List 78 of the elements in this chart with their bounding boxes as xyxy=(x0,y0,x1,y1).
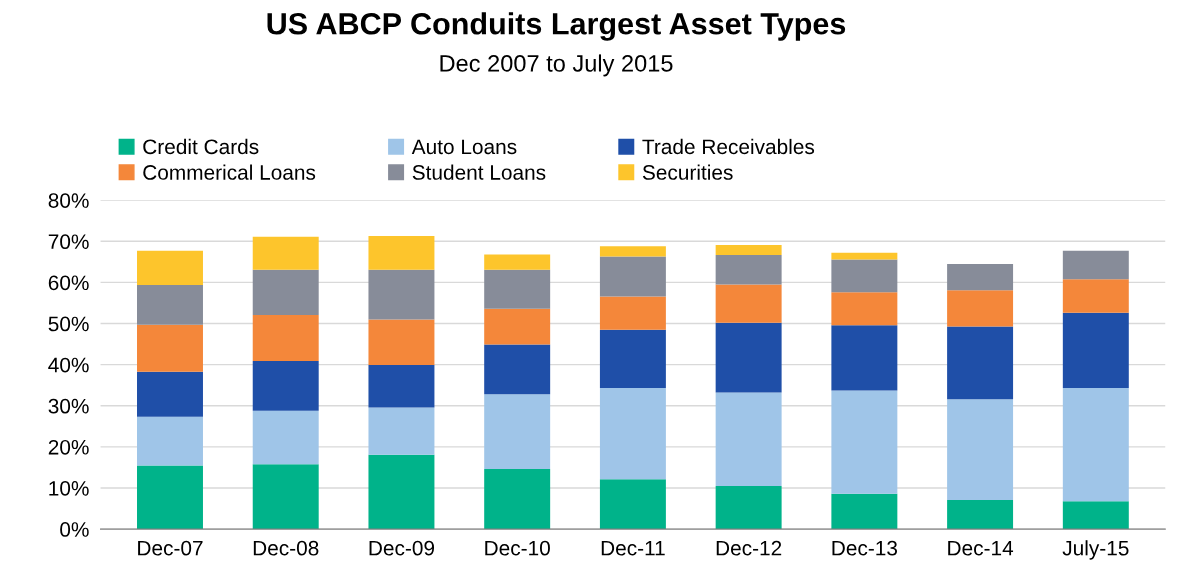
y-tick-label: 30% xyxy=(48,398,89,414)
bar xyxy=(368,365,435,408)
y-tick-label: 10% xyxy=(49,480,89,496)
y-tick-label: 40% xyxy=(48,357,89,373)
bar xyxy=(947,499,1014,530)
y-tick-label: 70% xyxy=(48,234,89,250)
chart-title: US ABCP Conduits Largest Asset Types xyxy=(267,12,846,41)
x-tick-label: Dec-09 xyxy=(369,540,435,556)
bar xyxy=(252,464,319,530)
bar xyxy=(715,392,782,486)
x-tick-label: Dec-08 xyxy=(253,540,319,556)
bar xyxy=(137,371,203,417)
bar xyxy=(368,407,435,455)
bar xyxy=(484,344,551,395)
bar xyxy=(368,235,435,270)
bar xyxy=(484,308,551,345)
bar xyxy=(1062,279,1129,313)
y-tick-label: 50% xyxy=(48,316,89,332)
bar xyxy=(599,329,666,389)
bar xyxy=(831,252,898,260)
bar xyxy=(252,410,319,465)
bar xyxy=(1062,501,1129,530)
bar xyxy=(1062,312,1129,389)
legend-label: Student Loans xyxy=(412,164,546,180)
bar xyxy=(137,284,203,325)
bar xyxy=(715,322,782,393)
bar xyxy=(252,269,319,315)
bar xyxy=(715,245,782,255)
y-tick-label: 60% xyxy=(48,275,89,291)
y-tick-label: 20% xyxy=(48,439,89,455)
bar xyxy=(831,493,898,530)
x-tick-label: Dec-07 xyxy=(138,540,203,556)
bar xyxy=(947,263,1014,291)
bar xyxy=(368,319,435,366)
y-tick-label: 80% xyxy=(48,193,89,208)
bar xyxy=(252,360,319,411)
bar xyxy=(599,479,666,530)
bar xyxy=(252,314,319,361)
bar xyxy=(599,246,666,257)
bar xyxy=(1062,388,1129,502)
bar xyxy=(831,390,898,494)
x-tick-label: July-15 xyxy=(1062,540,1129,560)
bar xyxy=(252,236,319,270)
bar xyxy=(831,259,898,293)
x-tick-label: Dec-11 xyxy=(601,540,665,556)
bar xyxy=(368,454,435,530)
bar xyxy=(484,469,551,530)
bar xyxy=(1062,250,1129,280)
bar xyxy=(831,292,898,326)
bar xyxy=(831,325,898,391)
x-tick-label: Dec-12 xyxy=(716,540,782,556)
bar xyxy=(715,284,782,323)
bar xyxy=(599,296,666,330)
bar xyxy=(484,269,551,309)
legend-label: Credit Cards xyxy=(143,138,259,155)
bar xyxy=(715,254,782,285)
bar xyxy=(484,254,551,270)
y-tick-label: 0% xyxy=(60,522,89,537)
x-tick-label: Dec-13 xyxy=(832,540,898,556)
x-tick-label: Dec-10 xyxy=(485,540,550,556)
bar xyxy=(368,269,435,320)
chart-subtitle: Dec 2007 to July 2015 xyxy=(440,54,673,77)
legend-label: Auto Loans xyxy=(411,139,517,155)
bar xyxy=(947,290,1014,327)
bar xyxy=(137,250,203,285)
bar xyxy=(599,388,666,480)
x-tick-label: Dec-14 xyxy=(948,540,1014,556)
bar xyxy=(947,399,1014,500)
legend-label: Securities xyxy=(642,164,733,180)
bar xyxy=(137,416,203,466)
bar xyxy=(947,326,1014,400)
bar xyxy=(599,256,666,297)
legend-label: Commerical Loans xyxy=(143,164,316,180)
legend-label: Trade Receivables xyxy=(642,138,815,155)
bar xyxy=(715,485,782,530)
bar xyxy=(137,465,203,530)
bar xyxy=(484,394,551,470)
bar xyxy=(137,324,203,372)
